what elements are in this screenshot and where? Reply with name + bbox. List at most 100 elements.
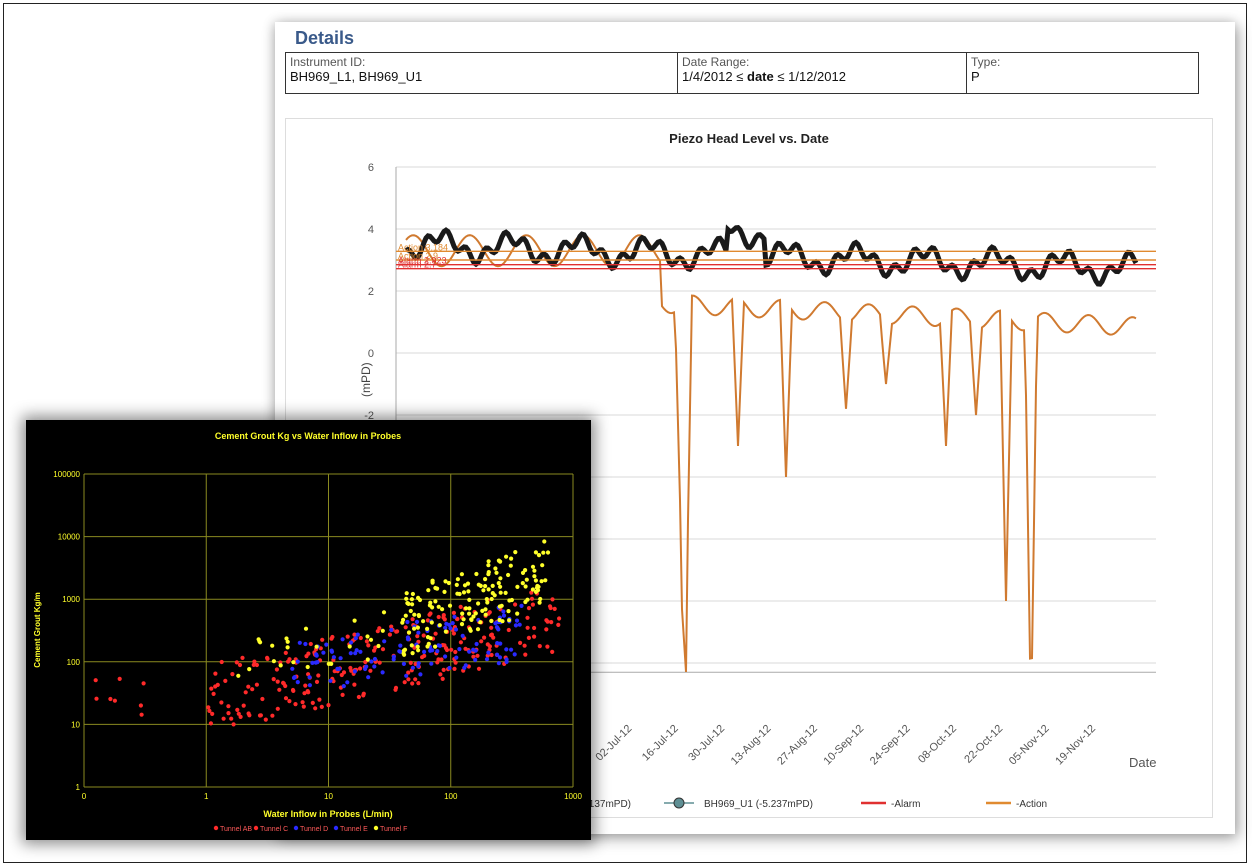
scatter-point	[492, 593, 497, 598]
scatter-point	[421, 619, 426, 624]
legend-label: .137mPD)	[586, 799, 631, 810]
legend-marker-icon	[373, 825, 379, 831]
scatter-point	[372, 648, 377, 653]
scatter-point	[422, 653, 427, 658]
scatter-point	[382, 639, 387, 644]
scatter-point	[519, 603, 524, 608]
scatter-point	[278, 663, 283, 668]
scatter-point	[284, 636, 289, 641]
scatter-point	[320, 637, 325, 642]
scatter-point	[471, 614, 476, 619]
scatter-point	[416, 648, 421, 653]
scatter-point	[291, 660, 296, 665]
scatter-point	[532, 568, 537, 573]
scatter-point	[451, 610, 456, 615]
scatter-point	[287, 699, 292, 704]
scatter-point	[460, 611, 465, 616]
scatter-point	[507, 618, 512, 623]
scatter-point	[369, 659, 374, 664]
scatter-point	[507, 598, 512, 603]
scatter-point	[467, 597, 472, 602]
scatter-point	[389, 624, 394, 629]
scatter-point	[283, 683, 288, 689]
scatter-point	[486, 559, 491, 564]
scatter-point	[317, 697, 322, 702]
scatter-point	[542, 539, 547, 544]
scatter-point	[297, 640, 302, 645]
scatter-point	[473, 611, 478, 616]
scatter-point	[497, 604, 502, 609]
scatter-point	[518, 640, 523, 645]
scatter-point	[474, 641, 479, 647]
scatter-point	[270, 643, 275, 648]
scatter-point	[485, 600, 490, 605]
scatter-point	[283, 650, 288, 655]
scatter-point	[141, 681, 146, 686]
scatter-point	[358, 635, 363, 641]
scatter-point	[443, 625, 448, 630]
x-tick-label: 24-Sep-12	[868, 723, 913, 768]
y-tick-label: 100000	[53, 470, 80, 479]
scatter-point	[406, 677, 411, 682]
legend-label: -Alarm	[891, 799, 920, 810]
scatter-point	[525, 615, 530, 620]
scatter-point	[415, 625, 420, 630]
scatter-point	[440, 607, 445, 612]
scatter-point	[352, 682, 357, 687]
scatter-point	[283, 696, 289, 701]
legend-label: Tunnel E	[340, 826, 368, 833]
scatter-point	[498, 590, 503, 595]
scatter-point	[523, 652, 528, 657]
scatter-point	[413, 677, 418, 682]
scatter-point	[427, 612, 432, 617]
scatter-point	[402, 652, 407, 657]
scatter-point	[486, 587, 491, 592]
x-tick-label: 1	[204, 792, 209, 801]
x-tick-label: 27-Aug-12	[775, 723, 820, 768]
scatter-point	[449, 647, 454, 652]
scatter-point	[503, 590, 508, 595]
grout-chart: Cement Grout Kg vs Water Inflow in Probe…	[33, 431, 582, 833]
date-range-end: 1/12/2012	[788, 69, 846, 84]
scatter-point	[497, 617, 502, 623]
scatter-point	[416, 661, 421, 666]
scatter-point	[403, 613, 408, 618]
scatter-point	[328, 678, 333, 683]
scatter-point	[226, 704, 231, 709]
scatter-point	[452, 614, 457, 619]
scatter-point	[430, 648, 435, 653]
scatter-point	[219, 659, 224, 665]
reference-label: Alarm 2.7	[398, 260, 437, 270]
scatter-point	[263, 717, 268, 722]
scatter-point	[377, 660, 382, 665]
scatter-point	[314, 679, 320, 684]
scatter-point	[381, 610, 387, 615]
date-range-value: 1/4/2012 ≤ date ≤ 1/12/2012	[682, 69, 962, 85]
legend-marker-icon	[213, 825, 219, 831]
scatter-point	[536, 553, 542, 558]
scatter-point	[457, 591, 462, 597]
scatter-point	[229, 716, 234, 721]
scatter-point	[404, 591, 409, 596]
scatter-point	[478, 620, 483, 625]
scatter-point	[254, 662, 259, 668]
scatter-point	[305, 664, 310, 670]
x-axis-label: Water Inflow in Probes (L/min)	[263, 809, 392, 819]
y-tick-label: 2	[368, 286, 374, 298]
grout-chart-inset: Cement Grout Kg vs Water Inflow in Probe…	[26, 420, 591, 840]
scatter-point	[437, 643, 443, 648]
reference-label: Action 3.184	[398, 242, 448, 252]
scatter-point	[393, 687, 398, 692]
scatter-point	[446, 580, 451, 586]
scatter-point	[375, 629, 380, 634]
scatter-point	[484, 657, 490, 662]
scatter-point	[301, 704, 306, 709]
scatter-point	[517, 622, 522, 627]
scatter-point	[489, 596, 494, 602]
scatter-point	[356, 694, 361, 700]
scatter-point	[231, 722, 236, 727]
y-axis-label: (mPD)	[359, 362, 373, 397]
scatter-point	[526, 635, 531, 640]
scatter-point	[438, 672, 443, 677]
scatter-point	[525, 625, 530, 630]
